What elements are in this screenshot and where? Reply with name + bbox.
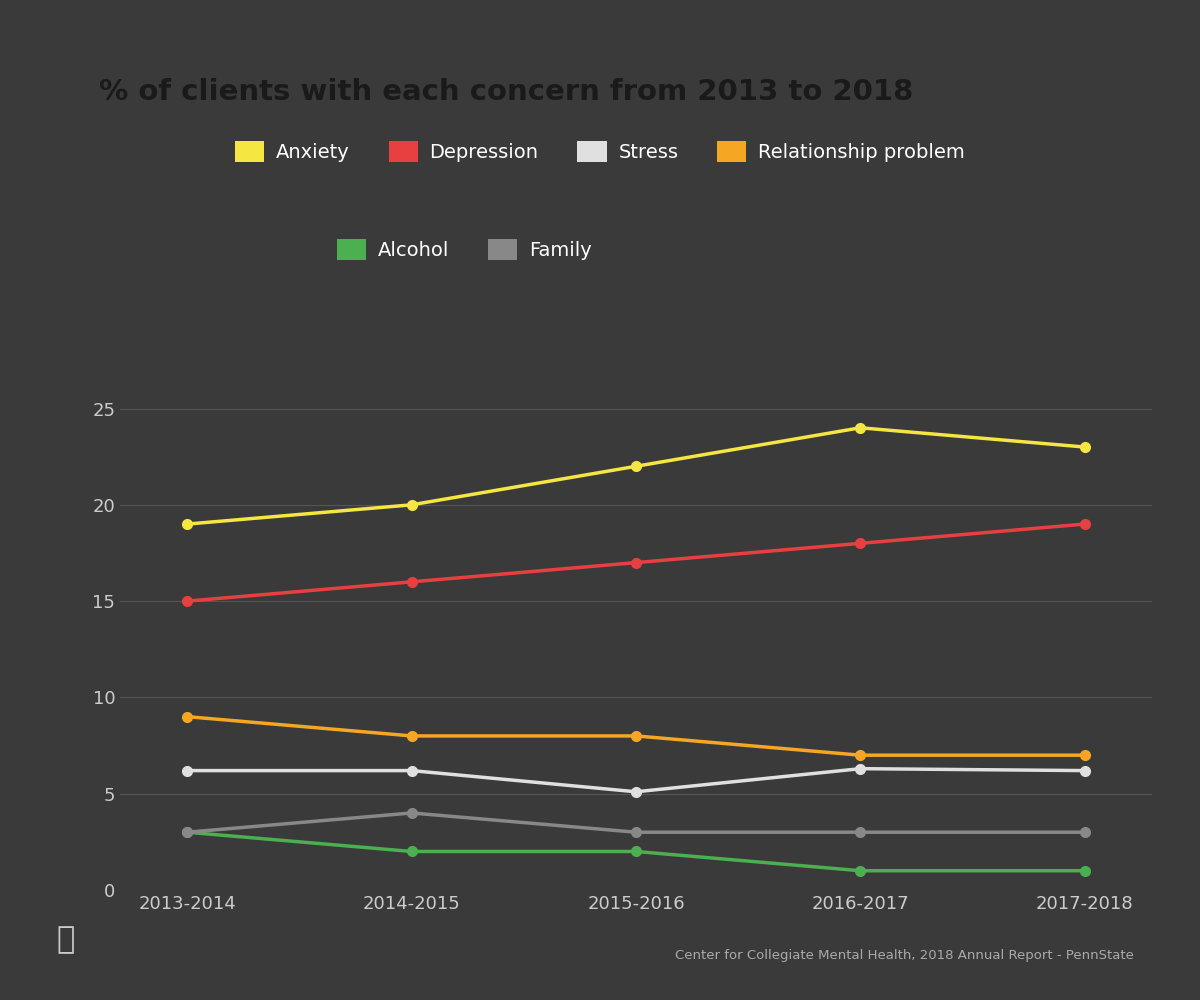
Relationship problem — [853, 749, 868, 761]
Stress — [1078, 765, 1092, 777]
Line: Alcohol: Alcohol — [182, 827, 1090, 876]
Family — [404, 807, 419, 819]
Stress — [180, 765, 194, 777]
Family — [853, 826, 868, 838]
Family — [180, 826, 194, 838]
Depression — [853, 537, 868, 549]
Depression — [1078, 518, 1092, 530]
Anxiety — [629, 460, 643, 472]
Stress — [853, 763, 868, 775]
Line: Depression: Depression — [182, 519, 1090, 606]
Anxiety — [404, 499, 419, 511]
Stress — [629, 786, 643, 798]
Text: 💡: 💡 — [56, 926, 76, 954]
Alcohol — [853, 865, 868, 877]
Anxiety — [853, 422, 868, 434]
Text: % of clients with each concern from 2013 to 2018: % of clients with each concern from 2013… — [98, 79, 913, 106]
Family — [629, 826, 643, 838]
Relationship problem — [1078, 749, 1092, 761]
Relationship problem — [629, 730, 643, 742]
Legend: Alcohol, Family: Alcohol, Family — [329, 231, 599, 267]
Line: Anxiety: Anxiety — [182, 423, 1090, 529]
Alcohol — [629, 845, 643, 857]
Alcohol — [404, 845, 419, 857]
Relationship problem — [180, 711, 194, 723]
Anxiety — [180, 518, 194, 530]
Anxiety — [1078, 441, 1092, 453]
Line: Family: Family — [182, 808, 1090, 837]
Stress — [404, 765, 419, 777]
Alcohol — [180, 826, 194, 838]
Relationship problem — [404, 730, 419, 742]
Line: Stress: Stress — [182, 764, 1090, 797]
Depression — [404, 576, 419, 588]
Depression — [180, 595, 194, 607]
Family — [1078, 826, 1092, 838]
Text: Center for Collegiate Mental Health, 2018 Annual Report - PennState: Center for Collegiate Mental Health, 201… — [676, 948, 1134, 962]
Alcohol — [1078, 865, 1092, 877]
Line: Relationship problem: Relationship problem — [182, 712, 1090, 760]
Depression — [629, 557, 643, 569]
